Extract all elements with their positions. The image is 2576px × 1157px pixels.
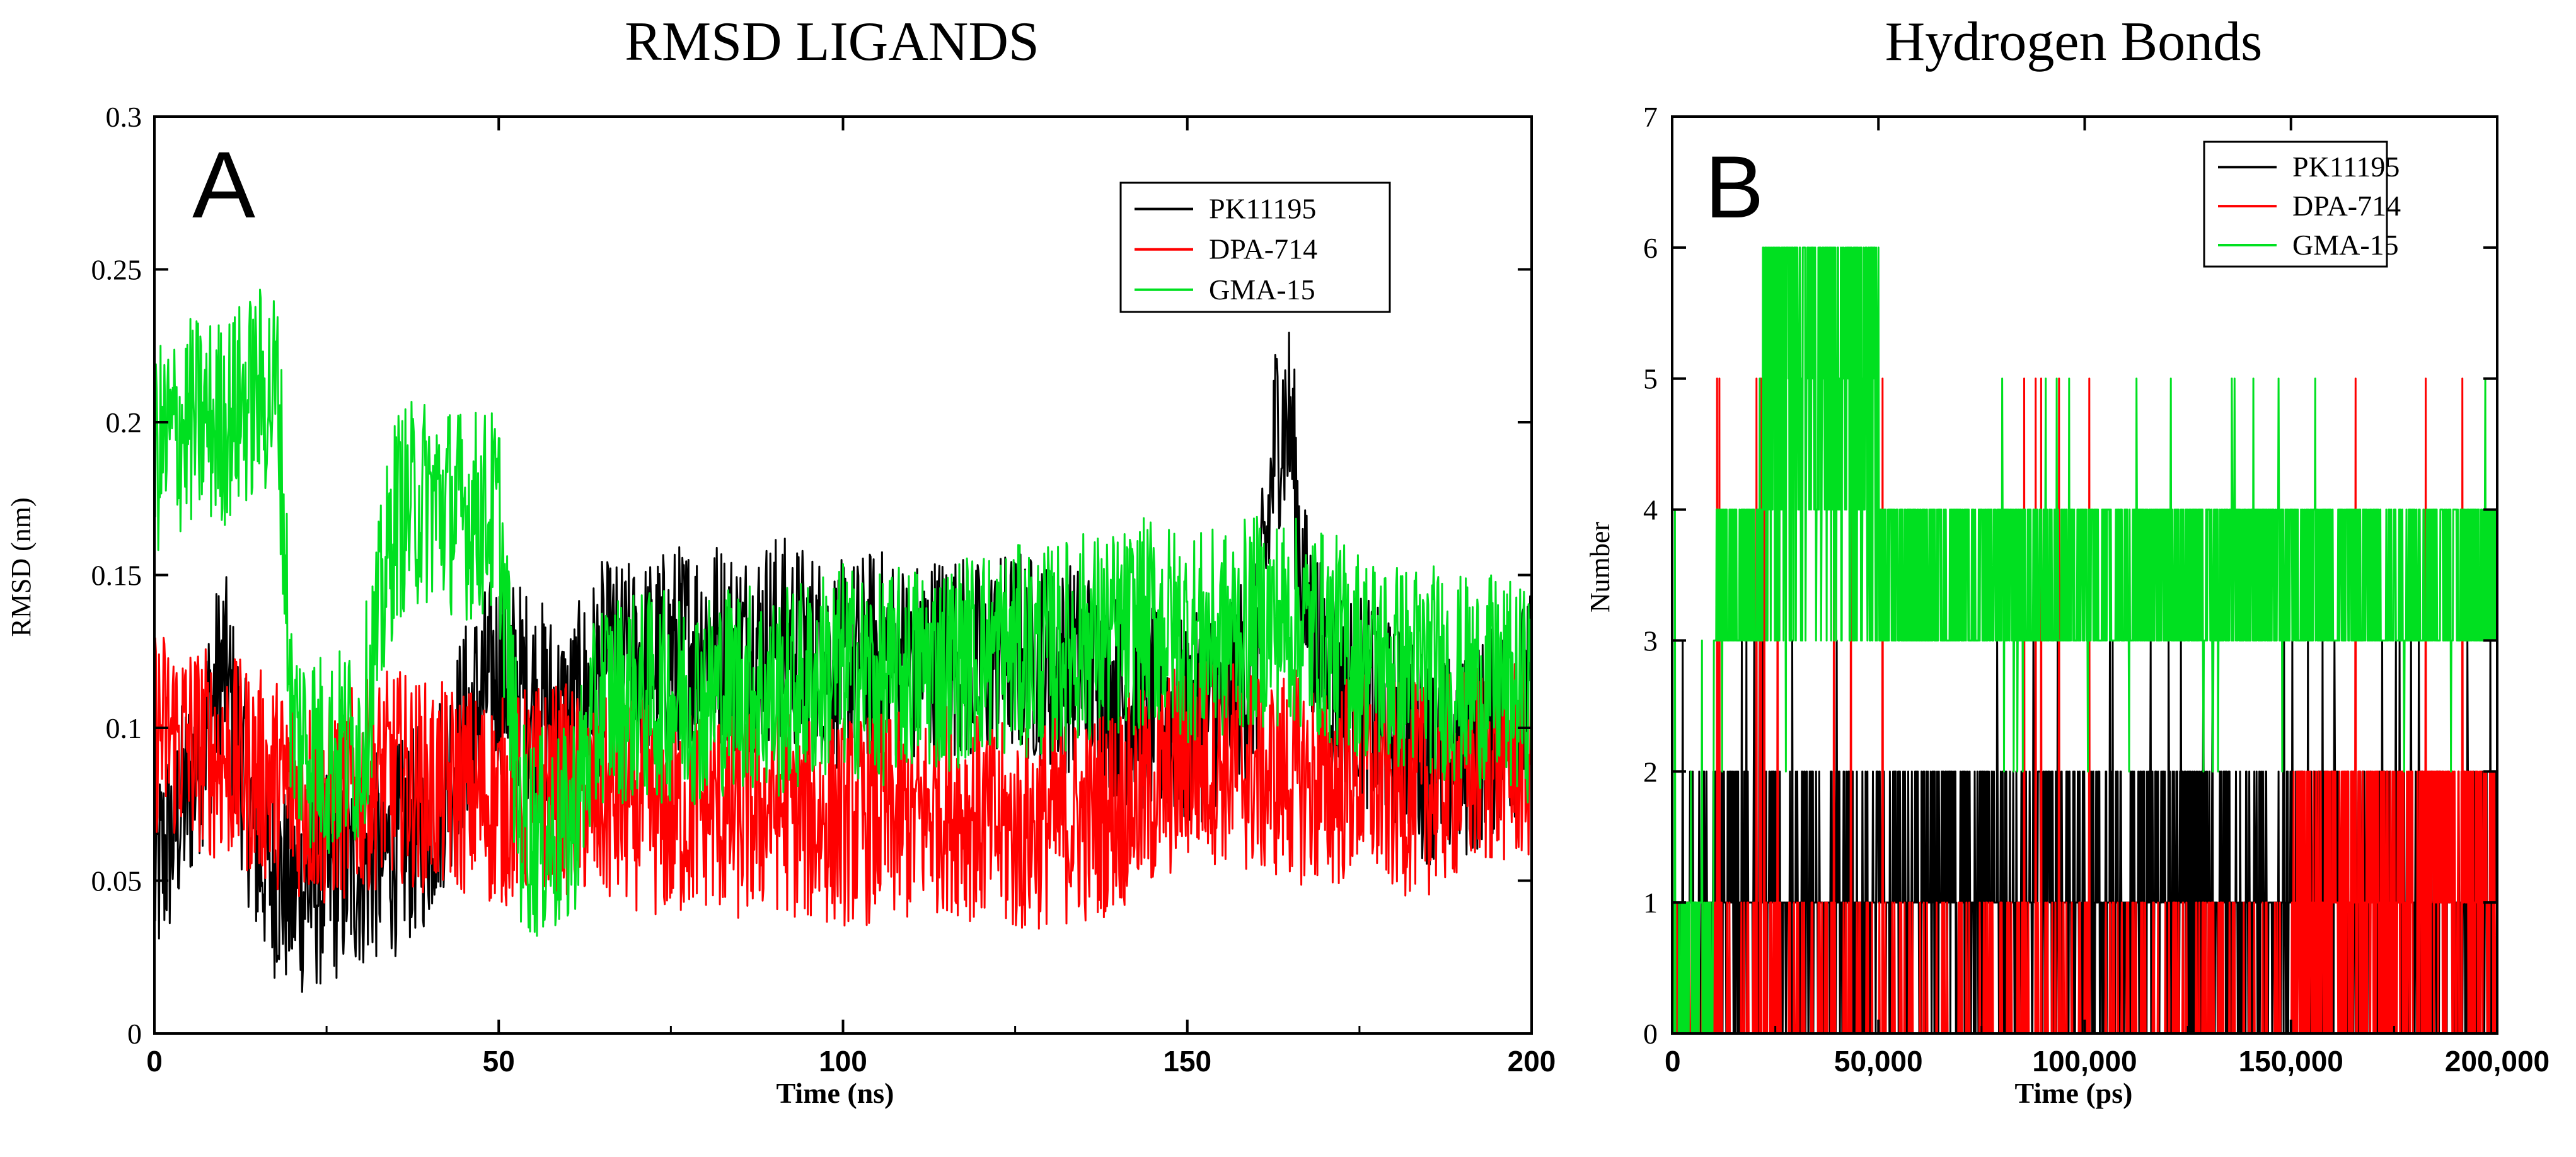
- panel-b-ylabel: Number: [1585, 522, 1615, 613]
- legend-label-gma-15: GMA-15: [1209, 273, 1315, 306]
- y-tick-label: 0.25: [91, 254, 142, 286]
- x-tick-label: 100,000: [2032, 1045, 2137, 1078]
- y-tick-label: 4: [1643, 494, 1658, 526]
- x-tick-label: 0: [1665, 1045, 1681, 1078]
- series-line-dpa-714: [1672, 377, 2497, 1033]
- panel-a-xlabel: Time (ns): [777, 1077, 894, 1109]
- legend-label-pk11195: PK11195: [1209, 193, 1316, 225]
- y-tick-label: 0.05: [91, 865, 142, 897]
- y-tick-label: 2: [1643, 756, 1658, 788]
- y-tick-label: 0: [1643, 1018, 1658, 1050]
- x-tick-label: 150,000: [2239, 1045, 2343, 1078]
- y-tick-label: 0.15: [91, 560, 142, 592]
- panel-b-title: Hydrogen Bonds: [1885, 11, 2263, 72]
- panel-a-ylabel: RMSD (nm): [6, 497, 37, 636]
- panel-a-label: A: [192, 132, 255, 238]
- panel-b-label: B: [1705, 137, 1764, 236]
- x-tick-label: 50,000: [1834, 1045, 1923, 1078]
- panel-b: Hydrogen Bonds Number Time (ps) 0 50,000 1…: [1585, 11, 2550, 1109]
- panel-b-plot-area: [1672, 246, 2497, 1033]
- x-tick-label: 50: [483, 1045, 515, 1078]
- y-tick-label: 3: [1643, 625, 1658, 657]
- panel-a-axes: 0 50 100 150 200 0 0.05 0.1 0.15 0.2 0.25 0.3: [91, 101, 1556, 1078]
- x-tick-label: 200,000: [2445, 1045, 2550, 1078]
- y-tick-label: 0.2: [106, 406, 142, 439]
- x-tick-label: 150: [1163, 1045, 1211, 1078]
- legend-label-dpa-714: DPA-714: [2292, 190, 2401, 222]
- series-line-gma-15: [154, 289, 1532, 937]
- series-line-dpa-714: [154, 636, 1532, 930]
- panel-a-plot-area: [154, 289, 1532, 993]
- panel-b-axes: 0 50,000 100,000 150,000 200,000 0 1 2 3 4 5 6 7: [1643, 101, 2550, 1078]
- x-tick-label: 100: [819, 1045, 867, 1078]
- y-tick-label: 0.3: [106, 101, 142, 133]
- panel-a: RMSD LIGANDS RMSD (nm) Time (ns) 0 50 100 1…: [6, 11, 1556, 1109]
- series-line-gma-15: [1672, 246, 2497, 1033]
- y-tick-label: 7: [1643, 101, 1658, 133]
- panel-b-legend: PK11195 DPA-714 GMA-15: [2203, 141, 2401, 268]
- y-tick-label: 0.1: [106, 712, 142, 744]
- legend-label-gma-15: GMA-15: [2292, 229, 2399, 261]
- panel-b-xlabel: Time (ps): [2015, 1077, 2133, 1109]
- panel-a-legend: PK11195 DPA-714 GMA-15: [1119, 181, 1391, 313]
- legend-label-pk11195: PK11195: [2292, 151, 2400, 183]
- y-tick-label: 6: [1643, 232, 1658, 264]
- panel-a-title: RMSD LIGANDS: [625, 11, 1039, 72]
- y-tick-label: 1: [1643, 887, 1658, 919]
- y-tick-label: 5: [1643, 363, 1658, 395]
- y-tick-label: 0: [127, 1018, 142, 1050]
- x-tick-label: 200: [1508, 1045, 1556, 1078]
- legend-label-dpa-714: DPA-714: [1209, 233, 1317, 265]
- x-tick-label: 0: [146, 1045, 163, 1078]
